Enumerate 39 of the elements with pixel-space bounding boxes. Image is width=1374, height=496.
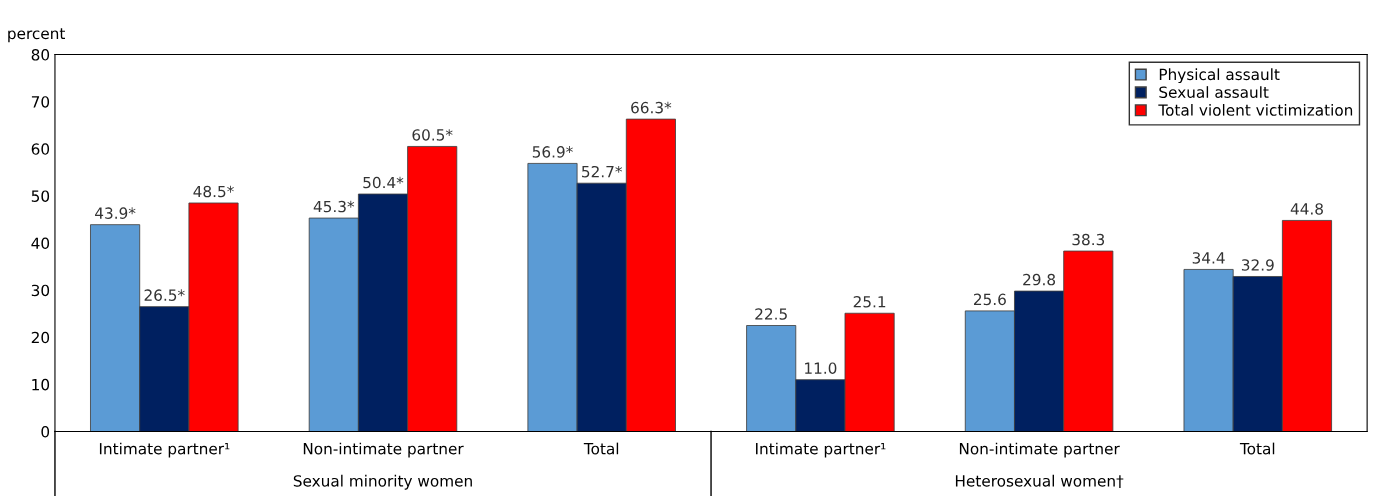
legend-label: Physical assault [1159,68,1280,84]
data-label: 52.7* [582,165,623,178]
data-label: 32.9 [1241,259,1274,271]
y-tick-label: 80 [31,49,50,61]
x-tick-label: Intimate partner¹ [756,442,886,458]
x-tick-label: Non-intimate partner [303,442,464,458]
text: Sexual minority women [293,474,472,490]
y-tick-label: 40 [31,237,50,250]
y-tick-label: 30 [31,284,50,297]
data-label: 34.4 [1192,252,1225,264]
data-label: 60.5* [412,129,453,141]
data-label: 22.5 [755,308,787,320]
data-label: 38.3 [1072,233,1105,246]
y-tick-label: 60 [31,143,50,155]
data-label: 45.3* [313,200,355,213]
data-label: 26.5* [144,289,185,301]
y-tick-label: 70 [31,96,50,108]
data-label: 56.9* [532,146,573,158]
data-label: 29.8 [1023,273,1056,286]
data-label: 25.6 [973,293,1006,306]
data-label: 48.5* [193,185,234,198]
legend-label: Total violent victimization [1158,103,1353,116]
x-tick-label: Total [583,442,619,455]
x-tick-label: Intimate partner¹ [99,442,230,458]
data-label: 25.1 [853,295,886,308]
y-tick-label: 0 [41,425,50,438]
x-tick-label: Non-intimate partner [959,442,1120,458]
legend-label: Sexual assault [1159,86,1269,98]
text: Heterosexual women† [955,474,1124,488]
data-label: 66.3* [631,101,672,114]
data-label: 11.0 [805,362,837,374]
data-label: 50.4* [363,176,404,189]
x-tick-label: Total [1239,442,1275,455]
data-label: 44.8 [1290,203,1323,215]
y-axis-title: percent [8,28,66,43]
y-tick-label: 50 [31,190,50,202]
y-tick-label: 20 [31,331,50,344]
data-label: 43.9* [95,207,136,219]
y-tick-label: 10 [32,378,50,391]
